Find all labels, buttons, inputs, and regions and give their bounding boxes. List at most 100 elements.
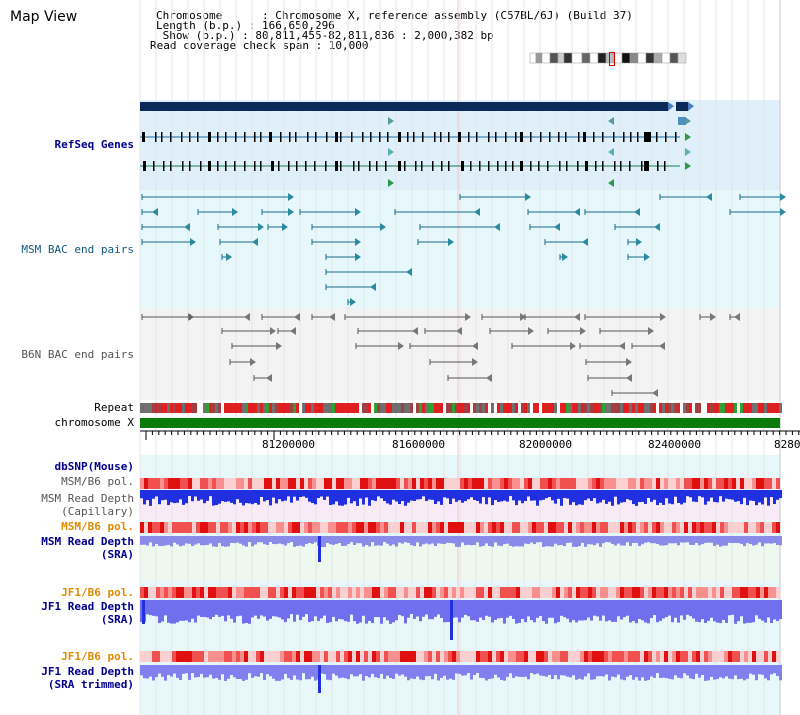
depth-bar: [620, 665, 623, 680]
polymorphism-cell: [304, 651, 308, 662]
track-label-jf1-b6-pol[interactable]: JF1/B6 pol.: [61, 586, 134, 599]
repeat-segment: [506, 403, 509, 413]
depth-bar: [722, 536, 725, 546]
depth-bar: [602, 600, 605, 616]
polymorphism-cell: [144, 522, 148, 533]
polymorphism-cell: [280, 587, 284, 598]
depth-bar: [410, 536, 413, 546]
depth-bar: [293, 600, 296, 622]
exon: [353, 161, 355, 171]
polymorphism-cell: [760, 587, 764, 598]
depth-bar: [677, 490, 680, 503]
repeat-segment: [572, 403, 575, 413]
polymorphism-cell: [316, 478, 320, 489]
depth-bar: [641, 600, 644, 621]
strand-arrow: [282, 223, 288, 231]
depth-bar: [629, 665, 632, 676]
depth-bar: [668, 600, 671, 616]
polymorphism-cell: [656, 587, 660, 598]
polymorphism-cell: [140, 478, 144, 489]
depth-bar: [674, 665, 677, 676]
depth-bar: [173, 600, 176, 624]
repeat-segment: [230, 403, 233, 413]
polymorphism-cell: [236, 651, 240, 662]
depth-bar: [359, 600, 362, 623]
depth-bar: [200, 665, 203, 674]
depth-bar: [329, 665, 332, 681]
depth-bar: [770, 665, 773, 675]
ideogram-position-marker[interactable]: [609, 52, 615, 66]
track-label-jf1-depth-sra[interactable]: JF1 Read Depth: [41, 600, 134, 613]
polymorphism-cell: [260, 651, 264, 662]
polymorphism-cell: [172, 587, 176, 598]
polymorphism-cell: [592, 522, 596, 533]
depth-bar: [650, 665, 653, 677]
repeat-segment: [323, 403, 326, 413]
depth-bar: [176, 665, 179, 678]
depth-bar: [671, 600, 674, 623]
depth-bar: [494, 600, 497, 620]
polymorphism-cell: [384, 651, 388, 662]
depth-bar: [386, 665, 389, 676]
track-label-msm-b6-pol-sra[interactable]: MSM/B6 pol.: [61, 520, 134, 533]
depth-bar: [215, 665, 218, 678]
track-label-msm-depth-sra-sub: (SRA): [100, 548, 134, 561]
exon: [387, 132, 389, 142]
track-label-jf1-depth-trimmed[interactable]: JF1 Read Depth: [41, 665, 134, 678]
exon: [170, 132, 172, 142]
polymorphism-cell: [452, 478, 456, 489]
depth-bar: [341, 536, 344, 546]
polymorphism-cell: [348, 478, 352, 489]
track-label-jf1-b6-pol-trimmed[interactable]: JF1/B6 pol.: [61, 650, 134, 663]
repeat-segment: [143, 403, 146, 413]
depth-bar: [524, 600, 527, 623]
depth-bar: [236, 600, 239, 617]
polymorphism-cell: [776, 587, 780, 598]
depth-bar: [779, 490, 782, 499]
depth-bar: [434, 600, 437, 617]
track-label-b6n-bac[interactable]: B6N BAC end pairs: [21, 348, 134, 361]
polymorphism-cell: [364, 651, 368, 662]
depth-bar: [143, 490, 146, 505]
repeat-segment: [545, 403, 548, 413]
depth-bar: [422, 665, 425, 681]
polymorphism-cell: [700, 651, 704, 662]
polymorphism-cell: [428, 587, 432, 598]
exon: [315, 132, 317, 142]
depth-bar: [470, 600, 473, 621]
depth-bar: [713, 490, 716, 502]
repeat-segment: [347, 403, 350, 413]
depth-bar: [302, 600, 305, 617]
exon: [448, 132, 450, 142]
track-label-msm-b6-pol[interactable]: MSM/B6 pol.: [61, 475, 134, 488]
exon: [495, 132, 497, 142]
track-label-msm-bac[interactable]: MSM BAC end pairs: [21, 243, 134, 256]
polymorphism-cell: [680, 651, 684, 662]
repeat-segment: [362, 403, 365, 413]
polymorphism-cell: [484, 587, 488, 598]
polymorphism-cell: [608, 587, 612, 598]
repeat-segment: [761, 403, 764, 413]
depth-bar: [344, 536, 347, 546]
track-label-msm-depth-sra[interactable]: MSM Read Depth: [41, 535, 134, 548]
polymorphism-cell: [572, 587, 576, 598]
track-label-msm-depth-capillary[interactable]: MSM Read Depth: [41, 492, 134, 505]
exon: [197, 132, 199, 142]
depth-bar: [743, 490, 746, 498]
polymorphism-cell: [576, 522, 580, 533]
depth-bar: [455, 600, 458, 618]
depth-bar: [701, 490, 704, 498]
depth-bar: [485, 536, 488, 544]
depth-bar: [386, 600, 389, 621]
strand-arrow: [380, 223, 386, 231]
track-label-dbsnp[interactable]: dbSNP(Mouse): [54, 460, 134, 473]
polymorphism-cell: [624, 478, 628, 489]
polymorphism-cell: [524, 522, 528, 533]
depth-bar: [197, 536, 200, 544]
strand-arrow: [152, 208, 158, 216]
track-label-refseq[interactable]: RefSeq Genes: [54, 138, 134, 151]
polymorphism-cell: [540, 651, 544, 662]
polymorphism-cell: [460, 651, 464, 662]
depth-bar: [569, 600, 572, 623]
